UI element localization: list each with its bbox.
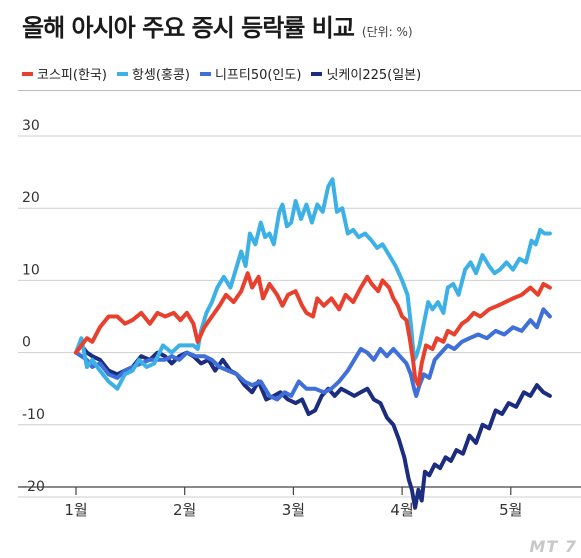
unit-label: (단위: %)	[361, 25, 413, 39]
y-tick-label: -10	[22, 407, 45, 423]
legend-item: 코스피(한국)	[22, 64, 107, 83]
legend-label: 항셍(홍콩)	[131, 68, 190, 83]
y-tick-label: 0	[22, 335, 31, 351]
legend-swatch	[199, 71, 211, 76]
legend-label: 니프티50(인도)	[214, 68, 302, 83]
series-line-3	[74, 343, 552, 510]
legend-swatch	[22, 71, 33, 76]
series-line-1	[74, 177, 552, 391]
x-tick-label: 4월	[390, 501, 413, 519]
legend-item: 닛케이225(일본)	[311, 64, 421, 83]
series-line-0	[74, 271, 552, 388]
y-tick-label: 10	[22, 262, 40, 278]
legend-item: 니프티50(인도)	[199, 64, 302, 83]
chart-header: 올해 아시아 주요 증시 등락률 비교 (단위: %)	[22, 8, 413, 43]
y-tick-label: 30	[22, 118, 40, 134]
header-divider	[18, 90, 581, 91]
x-tick-label: 3월	[282, 501, 305, 519]
chart-title: 올해 아시아 주요 증시 등락률 비교	[22, 14, 355, 42]
legend-swatch	[116, 71, 128, 76]
y-tick-label: 20	[22, 190, 40, 206]
legend-label: 닛케이225(일본)	[326, 68, 422, 83]
legend-label: 코스피(한국)	[37, 68, 107, 83]
legend-swatch	[311, 71, 323, 76]
watermark: MT 7	[529, 537, 577, 556]
legend-item: 항셍(홍콩)	[116, 64, 190, 83]
chart-legend: 코스피(한국) 항셍(홍콩) 니프티50(인도) 닛케이225(일본)	[22, 64, 421, 83]
x-tick-label: 5월	[499, 501, 522, 519]
x-tick-label: 1월	[64, 501, 87, 519]
x-tick-label: 2월	[173, 501, 196, 519]
